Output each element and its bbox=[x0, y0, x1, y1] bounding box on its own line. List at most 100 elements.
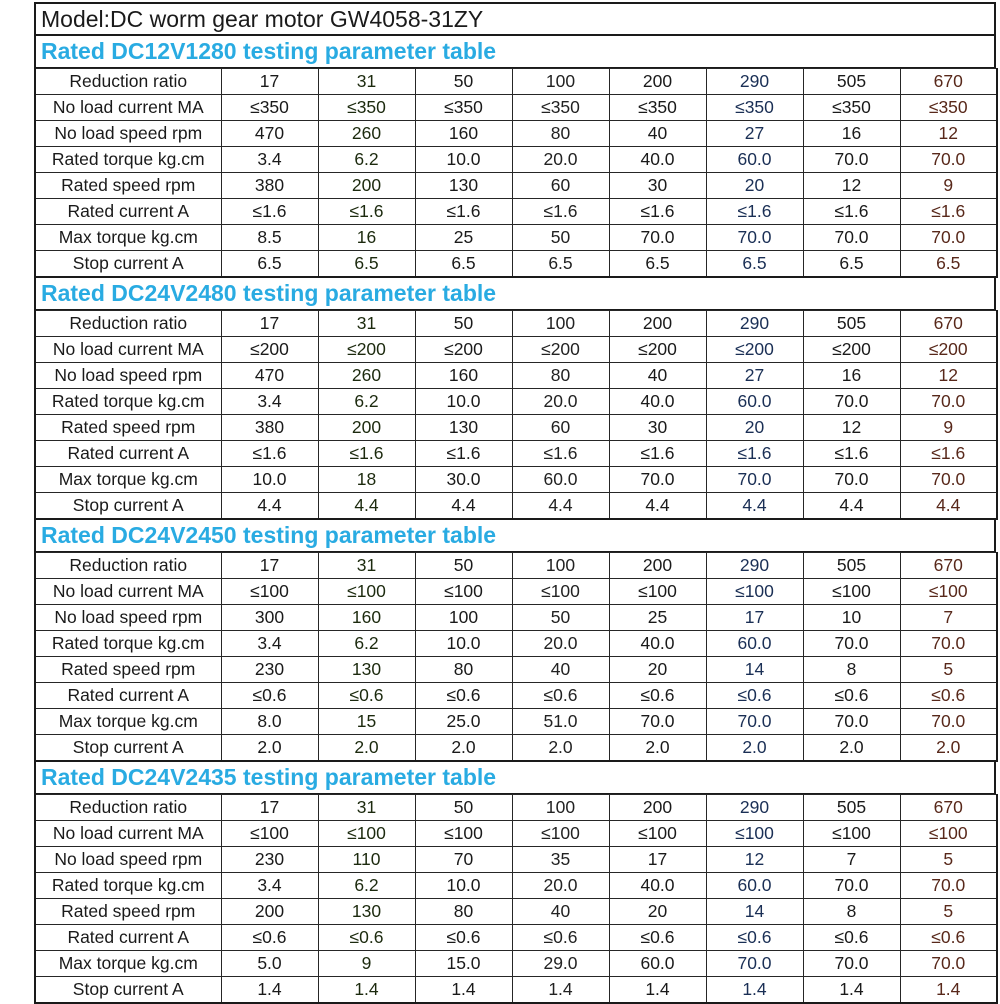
value-cell: 15.0 bbox=[414, 950, 513, 977]
value-cell: 70.0 bbox=[899, 872, 998, 899]
value-cell: 100 bbox=[511, 310, 610, 337]
value-cell: 470 bbox=[220, 120, 319, 147]
value-cell: 31 bbox=[317, 552, 416, 579]
value-cell: 16 bbox=[802, 120, 901, 147]
table-row: Max torque kg.cm 8.0 15 25.0 51.0 70.0 70.0 70.… bbox=[34, 708, 998, 735]
tables-container: Rated DC12V1280 testing parameter table R… bbox=[34, 36, 998, 1004]
value-cell: ≤200 bbox=[220, 336, 319, 363]
value-cell: 5 bbox=[899, 846, 998, 873]
spec-sheet: Model:DC worm gear motor GW4058-31ZY Rat… bbox=[34, 2, 998, 1004]
value-cell: 17 bbox=[220, 552, 319, 579]
value-cell: 2.0 bbox=[220, 734, 319, 762]
value-cell: 1.4 bbox=[802, 976, 901, 1004]
value-cell: 670 bbox=[899, 794, 998, 821]
value-cell: 40 bbox=[608, 362, 707, 389]
value-cell: 3.4 bbox=[220, 872, 319, 899]
value-cell: ≤350 bbox=[705, 94, 804, 121]
value-cell: 25 bbox=[608, 604, 707, 631]
value-cell: 4.4 bbox=[705, 492, 804, 520]
value-cell: ≤1.6 bbox=[899, 440, 998, 467]
table-row: Rated torque kg.cm 3.4 6.2 10.0 20.0 40.0 60.0… bbox=[34, 872, 998, 899]
value-cell: ≤100 bbox=[414, 820, 513, 847]
value-cell: ≤0.6 bbox=[317, 682, 416, 709]
value-cell: 6.2 bbox=[317, 630, 416, 657]
value-cell: ≤200 bbox=[414, 336, 513, 363]
value-cell: ≤100 bbox=[220, 820, 319, 847]
value-cell: ≤0.6 bbox=[220, 682, 319, 709]
value-cell: 60.0 bbox=[511, 466, 610, 493]
table-row: No load speed rpm 230 110 70 35 17 12 7 5 bbox=[34, 846, 998, 873]
section-header-text: Rated DC24V2450 testing parameter table bbox=[41, 522, 497, 548]
model-title-text: Model:DC worm gear motor GW4058-31ZY bbox=[41, 6, 484, 32]
value-cell: 380 bbox=[220, 414, 319, 441]
row-label: Max torque kg.cm bbox=[34, 224, 222, 251]
value-cell: 12 bbox=[899, 362, 998, 389]
value-cell: 30 bbox=[608, 414, 707, 441]
value-cell: ≤0.6 bbox=[220, 924, 319, 951]
value-cell: 70.0 bbox=[802, 950, 901, 977]
value-cell: 17 bbox=[220, 68, 319, 95]
table-row: Stop current A 1.4 1.4 1.4 1.4 1.4 1.4 1.4 1.4 bbox=[34, 976, 998, 1004]
value-cell: 6.2 bbox=[317, 388, 416, 415]
value-cell: 380 bbox=[220, 172, 319, 199]
value-cell: 70.0 bbox=[899, 630, 998, 657]
value-cell: ≤350 bbox=[317, 94, 416, 121]
value-cell: 8 bbox=[802, 898, 901, 925]
value-cell: 130 bbox=[414, 414, 513, 441]
value-cell: 670 bbox=[899, 310, 998, 337]
value-cell: 70.0 bbox=[802, 466, 901, 493]
row-label: Rated torque kg.cm bbox=[34, 388, 222, 415]
value-cell: 7 bbox=[899, 604, 998, 631]
row-label: No load speed rpm bbox=[34, 846, 222, 873]
value-cell: 25 bbox=[414, 224, 513, 251]
value-cell: 80 bbox=[511, 362, 610, 389]
value-cell: ≤350 bbox=[414, 94, 513, 121]
value-cell: 1.4 bbox=[220, 976, 319, 1004]
value-cell: 230 bbox=[220, 656, 319, 683]
value-cell: 70.0 bbox=[802, 224, 901, 251]
row-label: No load speed rpm bbox=[34, 362, 222, 389]
row-label: No load current MA bbox=[34, 820, 222, 847]
value-cell: 30 bbox=[608, 172, 707, 199]
value-cell: 3.4 bbox=[220, 388, 319, 415]
value-cell: 50 bbox=[414, 68, 513, 95]
value-cell: ≤100 bbox=[511, 578, 610, 605]
value-cell: 200 bbox=[608, 794, 707, 821]
value-cell: 60.0 bbox=[705, 388, 804, 415]
value-cell: 200 bbox=[220, 898, 319, 925]
value-cell: 60.0 bbox=[608, 950, 707, 977]
value-cell: 5 bbox=[899, 656, 998, 683]
value-cell: 130 bbox=[317, 656, 416, 683]
value-cell: 160 bbox=[414, 120, 513, 147]
value-cell: 70.0 bbox=[705, 950, 804, 977]
value-cell: 5 bbox=[899, 898, 998, 925]
value-cell: 70.0 bbox=[802, 630, 901, 657]
value-cell: ≤1.6 bbox=[317, 198, 416, 225]
row-label: Rated speed rpm bbox=[34, 656, 222, 683]
value-cell: 12 bbox=[802, 172, 901, 199]
value-cell: 6.5 bbox=[899, 250, 998, 278]
value-cell: ≤200 bbox=[317, 336, 416, 363]
value-cell: 505 bbox=[802, 794, 901, 821]
value-cell: ≤1.6 bbox=[608, 440, 707, 467]
value-cell: 100 bbox=[511, 68, 610, 95]
value-cell: ≤1.6 bbox=[705, 440, 804, 467]
parameter-table: Reduction ratio 17 31 50 100 200 290 505 670 No l… bbox=[34, 794, 998, 1004]
value-cell: 160 bbox=[414, 362, 513, 389]
row-label: Reduction ratio bbox=[34, 310, 222, 337]
value-cell: 50 bbox=[414, 310, 513, 337]
value-cell: 25.0 bbox=[414, 708, 513, 735]
row-label: Max torque kg.cm bbox=[34, 708, 222, 735]
table-row: Max torque kg.cm 8.5 16 25 50 70.0 70.0 70.0 70.… bbox=[34, 224, 998, 251]
table-row: Rated speed rpm 230 130 80 40 20 14 8 5 bbox=[34, 656, 998, 683]
value-cell: 470 bbox=[220, 362, 319, 389]
row-label: Rated speed rpm bbox=[34, 172, 222, 199]
value-cell: 60.0 bbox=[705, 146, 804, 173]
row-label: No load current MA bbox=[34, 94, 222, 121]
value-cell: 10.0 bbox=[414, 872, 513, 899]
row-label: Rated current A bbox=[34, 682, 222, 709]
value-cell: 6.5 bbox=[220, 250, 319, 278]
value-cell: ≤200 bbox=[705, 336, 804, 363]
value-cell: 100 bbox=[511, 552, 610, 579]
value-cell: 20 bbox=[705, 414, 804, 441]
